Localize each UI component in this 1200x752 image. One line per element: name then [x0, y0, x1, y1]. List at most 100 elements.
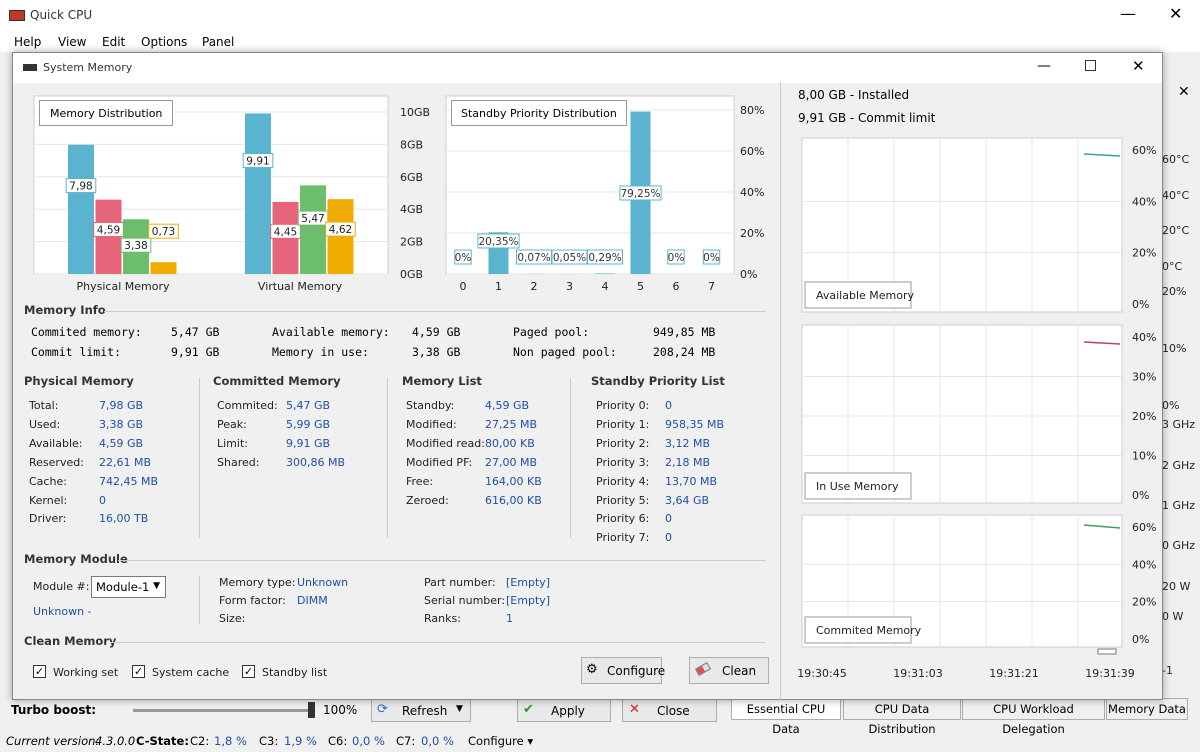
- turbo-slider-track[interactable]: [133, 709, 313, 712]
- tab-cpu-workload-delegation[interactable]: CPU Workload Delegation: [962, 698, 1105, 736]
- x-tick-label: 6: [673, 280, 680, 293]
- apply-button[interactable]: ✔ Apply: [517, 699, 611, 722]
- close-button[interactable]: ✕ Close: [622, 699, 717, 722]
- memory-info-title: Memory Info: [24, 303, 106, 317]
- graph-tick-label: 0%: [1132, 298, 1149, 311]
- graph-tick-label: 0%: [1132, 633, 1149, 646]
- physical-memory-value: 22,61 MB: [99, 455, 152, 469]
- physical-memory-label: Available:: [29, 436, 83, 450]
- main-titlebar: Quick CPU — ✕: [0, 0, 1200, 32]
- data-label-box: [619, 185, 662, 201]
- data-label-box: [667, 249, 685, 265]
- close-x-icon: ✕: [629, 702, 640, 717]
- graph-tick-label: 40%: [1132, 195, 1156, 208]
- committed-memory-label: Commited:: [217, 399, 278, 412]
- graph-label: Commited Memory: [816, 624, 922, 637]
- data-label: 5,47: [301, 213, 324, 225]
- form-factor-value: DIMM: [297, 594, 328, 607]
- bg-axis-4: 0°C: [1162, 260, 1183, 273]
- physical-memory-value: 7,98 GB: [99, 399, 144, 412]
- bg-axis-2: 40°C: [1162, 189, 1190, 202]
- menu-edit[interactable]: Edit: [102, 35, 126, 49]
- committed-memory-label: Peak:: [217, 417, 247, 431]
- y-tick-label: 4GB: [400, 203, 423, 216]
- c7-label: C7:: [396, 734, 416, 748]
- module-select[interactable]: Module-1 ▼: [91, 576, 166, 598]
- tab-memory-data[interactable]: Memory Data: [1106, 698, 1188, 720]
- minimize-icon[interactable]: —: [1120, 4, 1136, 23]
- memory-list-value: 616,00 KB: [485, 493, 542, 507]
- committed-memory-value: 300,86 MB: [286, 455, 346, 469]
- tab-cpu-data-distribution[interactable]: CPU Data Distribution: [843, 698, 961, 736]
- data-label-box: [325, 221, 356, 237]
- graph-label: In Use Memory: [816, 480, 899, 493]
- dialog-maximize-icon[interactable]: [1085, 60, 1096, 71]
- refresh-button[interactable]: ⟳ Refresh ▼: [371, 699, 471, 722]
- time-label: 19:31:21: [989, 667, 1038, 680]
- standby-list-value: 3,64 GB: [665, 493, 710, 507]
- c3-value: 1,9 %: [284, 734, 317, 748]
- clean-memory-title: Clean Memory: [24, 634, 117, 648]
- graph-series-line: [1083, 153, 1121, 157]
- mi-commited-label: Commited memory:: [31, 325, 142, 339]
- x-tick-label: 4: [602, 280, 609, 293]
- bg-axis-5: 20%: [1162, 285, 1187, 298]
- turbo-slider-thumb[interactable]: [308, 702, 315, 718]
- graph-tick-label: 20%: [1132, 596, 1156, 609]
- menu-options[interactable]: Options: [141, 35, 188, 49]
- standby-list-checkbox[interactable]: ✓: [242, 665, 255, 678]
- status-configure[interactable]: Configure ▾: [468, 734, 534, 748]
- standby-list-label: Priority 1:: [596, 417, 650, 431]
- x-tick-label: 5: [637, 280, 644, 293]
- clean-button[interactable]: Clean: [689, 657, 769, 684]
- memory-list-value: 4,59 GB: [485, 399, 530, 412]
- standby-list-value: 2,18 MB: [665, 455, 711, 469]
- memory-list-value: 164,00 KB: [485, 474, 542, 488]
- dialog-close-icon[interactable]: ✕: [1132, 57, 1145, 75]
- mi-limit-label: Commit limit:: [31, 345, 122, 359]
- menu-view[interactable]: View: [58, 35, 87, 49]
- graph-label-box: [804, 281, 912, 309]
- size-label: Size:: [219, 612, 246, 625]
- physical-memory-value: 3,38 GB: [99, 417, 144, 431]
- bg-panel-close-icon[interactable]: ✕: [1178, 84, 1190, 100]
- memory-list-label: Zeroed:: [406, 493, 449, 507]
- physical-memory-label: Total:: [29, 399, 59, 412]
- system-cache-checkbox[interactable]: ✓: [132, 665, 145, 678]
- tab-essential-cpu-data[interactable]: Essential CPU Data: [731, 698, 841, 736]
- time-label: 19:30:45: [797, 667, 846, 680]
- dialog-titlebar: System Memory — ✕: [13, 53, 1162, 83]
- y-tick-label: 6GB: [400, 171, 423, 184]
- graph-tick-label: 20%: [1132, 247, 1156, 260]
- data-label: 3,38: [124, 240, 147, 252]
- bg-axis-1: 60°C: [1162, 153, 1190, 166]
- menu-help[interactable]: Help: [14, 35, 42, 49]
- menu-panel[interactable]: Panel: [202, 35, 235, 49]
- memory-list-value: 27,00 MB: [485, 455, 538, 469]
- committed-memory-label: Limit:: [217, 436, 248, 450]
- data-label-box: [454, 249, 472, 265]
- x-group-label: Physical Memory: [77, 280, 170, 293]
- close-icon[interactable]: ✕: [1169, 4, 1183, 23]
- data-label: 0%: [668, 252, 685, 264]
- panel-separator: [780, 82, 781, 700]
- divider: [199, 378, 200, 538]
- graph-tick-label: 60%: [1132, 144, 1156, 157]
- data-label-box: [477, 233, 520, 249]
- data-label-box: [242, 153, 274, 169]
- module-unknown-link[interactable]: Unknown -: [33, 605, 92, 618]
- committed-memory-value: 5,99 GB: [286, 417, 331, 431]
- c2-value: 1,8 %: [214, 734, 247, 748]
- working-set-checkbox[interactable]: ✓: [33, 665, 46, 678]
- refresh-dropdown-icon[interactable]: ▼: [456, 704, 463, 714]
- app-icon: [9, 10, 25, 21]
- dialog-minimize-icon[interactable]: —: [1037, 58, 1051, 74]
- configure-button[interactable]: ⚙ Configure: [581, 657, 665, 684]
- serial-number-label: Serial number:: [424, 594, 506, 607]
- scrollbar-thumb: [1097, 648, 1117, 655]
- y-tick-label: 80%: [740, 104, 764, 117]
- c7-value: 0,0 %: [421, 734, 454, 748]
- graph-tick-label: 40%: [1132, 558, 1156, 571]
- part-number-label: Part number:: [424, 576, 496, 589]
- physical-memory-value: 742,45 MB: [99, 474, 159, 488]
